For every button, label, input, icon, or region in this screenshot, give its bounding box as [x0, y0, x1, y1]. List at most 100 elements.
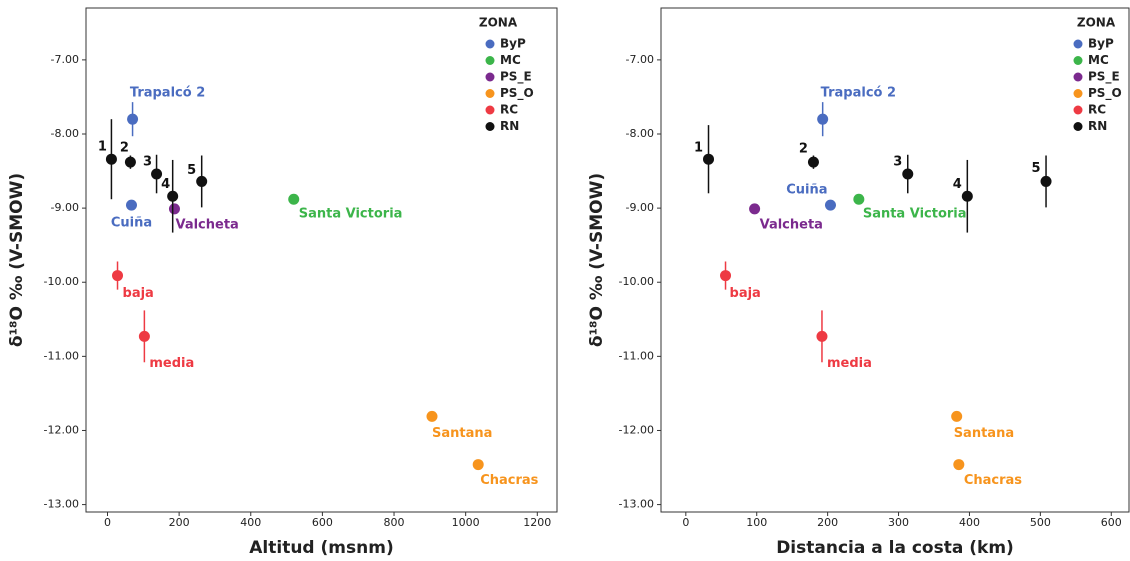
point	[807, 156, 819, 168]
legend-marker	[1073, 39, 1083, 49]
point	[125, 199, 137, 211]
point-label: Valcheta	[760, 217, 823, 232]
legend-label: PS_O	[1088, 86, 1122, 101]
y-tick-label: -13.00	[44, 498, 79, 511]
point-label: 4	[953, 177, 962, 192]
x-tick-label: 0	[104, 516, 111, 529]
y-tick-label: -13.00	[619, 498, 654, 511]
legend-marker	[485, 39, 495, 49]
y-tick-label: -11.00	[619, 349, 654, 362]
point-label: media	[149, 356, 194, 371]
x-tick-label: 200	[817, 516, 838, 529]
point-label: 5	[1032, 161, 1041, 176]
x-tick-label: 600	[1101, 516, 1122, 529]
point-label: Cuiña	[786, 183, 827, 198]
y-tick-label: -10.00	[619, 275, 654, 288]
x-axis-title: Distancia a la costa (km)	[776, 538, 1014, 558]
point	[151, 168, 163, 180]
point-label: Santa Victoria	[299, 207, 403, 222]
x-tick-label: 500	[1030, 516, 1051, 529]
point-label: Santa Victoria	[863, 207, 967, 222]
legend-marker	[485, 89, 495, 98]
y-tick-label: -7.00	[51, 53, 79, 66]
y-tick-label: -12.00	[44, 423, 79, 436]
point	[902, 168, 914, 180]
point-label: 3	[143, 155, 152, 170]
y-tick-label: -12.00	[619, 423, 654, 436]
y-tick-label: -8.00	[51, 127, 79, 140]
point-label: 1	[98, 140, 107, 155]
legend-marker	[1073, 72, 1083, 82]
point	[953, 459, 965, 471]
legend-label: RN	[1088, 119, 1107, 133]
point	[472, 459, 484, 471]
x-tick-label: 300	[888, 516, 909, 529]
x-tick-label: 1000	[452, 516, 480, 529]
point-label: Santana	[954, 426, 1014, 441]
point-label: 5	[187, 163, 196, 178]
legend-title: ZONA	[479, 16, 518, 30]
legend-marker	[485, 56, 495, 65]
point	[426, 410, 438, 422]
point	[720, 270, 732, 282]
legend-label: PS_O	[500, 86, 534, 101]
legend-label: RN	[500, 119, 519, 133]
point	[288, 193, 300, 205]
point	[703, 153, 715, 165]
point-label: 1	[694, 141, 703, 156]
point	[124, 156, 136, 168]
legend-label: MC	[500, 53, 521, 67]
point-label: 2	[799, 142, 808, 157]
point	[853, 193, 865, 205]
plot-frame	[85, 7, 558, 513]
legend-label: ByP	[1088, 37, 1114, 51]
point	[951, 410, 963, 422]
point-label: baja	[730, 286, 761, 301]
legend-title: ZONA	[1077, 16, 1116, 30]
legend-marker	[485, 122, 495, 131]
point	[167, 190, 179, 202]
x-tick-label: 0	[682, 516, 689, 529]
point-label: Chacras	[964, 473, 1022, 488]
x-tick-label: 100	[746, 516, 767, 529]
x-tick-label: 200	[169, 516, 190, 529]
point-label: Trapalcó 2	[130, 86, 205, 101]
legend-marker	[485, 72, 495, 82]
point	[138, 330, 150, 342]
x-tick-label: 600	[312, 516, 333, 529]
point-label: 4	[161, 177, 170, 192]
point	[168, 203, 180, 215]
x-tick-label: 1200	[523, 516, 551, 529]
legend-label: MC	[1088, 53, 1109, 67]
plot-frame	[660, 7, 1130, 513]
point	[824, 199, 836, 211]
point-label: Cuiña	[111, 216, 152, 231]
point	[105, 153, 117, 165]
legend-marker	[485, 105, 495, 115]
y-tick-label: -9.00	[626, 201, 654, 214]
legend-label: PS_E	[1088, 70, 1120, 85]
point	[961, 190, 973, 202]
legend-label: RC	[500, 103, 518, 117]
y-axis-title: δ¹⁸O ‰ (V-SMOW)	[7, 173, 27, 347]
point	[196, 175, 208, 187]
point-label: baja	[123, 286, 154, 301]
point-label: Santana	[432, 426, 492, 441]
point	[817, 113, 829, 125]
legend-marker	[1073, 89, 1083, 98]
y-tick-label: -10.00	[44, 275, 79, 288]
x-axis-title: Altitud (msnm)	[249, 538, 393, 558]
y-tick-label: -7.00	[626, 53, 654, 66]
point	[749, 203, 761, 215]
point-label: Trapalcó 2	[821, 86, 896, 101]
point	[127, 113, 139, 125]
legend-marker	[1073, 122, 1083, 131]
legend-label: PS_E	[500, 70, 532, 85]
legend-label: ByP	[500, 37, 526, 51]
y-tick-label: -8.00	[626, 127, 654, 140]
point-label: media	[827, 356, 872, 371]
legend-label: RC	[1088, 103, 1106, 117]
point	[816, 330, 828, 342]
point-label: Valcheta	[175, 217, 238, 232]
point-label: Chacras	[480, 473, 538, 488]
